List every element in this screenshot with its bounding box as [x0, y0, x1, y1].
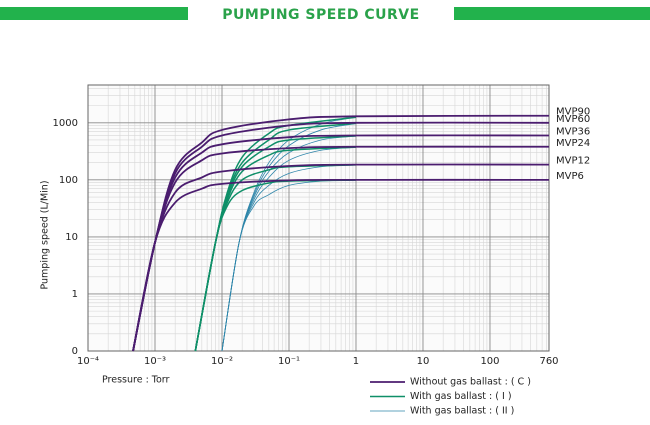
x-tick-label: 10⁻¹	[278, 356, 300, 367]
x-tick-label: 100	[480, 356, 499, 367]
y-tick-label: 0	[72, 346, 78, 357]
x-axis-label: Pressure : Torr	[102, 375, 170, 386]
plot-frame	[87, 84, 550, 352]
header-bar-left	[0, 7, 188, 20]
legend-label: With gas ballast : ( II )	[410, 406, 514, 417]
y-tick-label: 1000	[53, 118, 78, 129]
x-tick-label: 10⁻²	[211, 356, 233, 367]
legend-label: With gas ballast : ( I )	[410, 391, 512, 402]
y-tick-label: 1	[72, 289, 78, 300]
series-label: MVP36	[556, 126, 590, 137]
header-bar-right	[454, 7, 650, 20]
series-label: MVP90	[556, 107, 590, 118]
x-tick-label: 10⁻⁴	[77, 356, 99, 367]
y-tick-label: 10	[65, 232, 78, 243]
x-tick-label: 10	[417, 356, 430, 367]
x-tick-label: 760	[539, 356, 558, 367]
curve	[132, 178, 550, 352]
series-label: MVP60	[556, 114, 590, 125]
y-tick-label: 100	[59, 175, 78, 186]
series-label: MVP6	[556, 171, 584, 182]
series-label: MVP24	[556, 138, 590, 149]
x-tick-label: 1	[353, 356, 359, 367]
chart-title: PUMPING SPEED CURVE	[222, 7, 419, 23]
x-tick-label: 10⁻³	[144, 356, 166, 367]
y-axis-label: Pumping speed (L/Min)	[40, 180, 51, 289]
legend-label: Without gas ballast : ( C )	[410, 377, 531, 388]
series-label: MVP12	[556, 156, 590, 167]
